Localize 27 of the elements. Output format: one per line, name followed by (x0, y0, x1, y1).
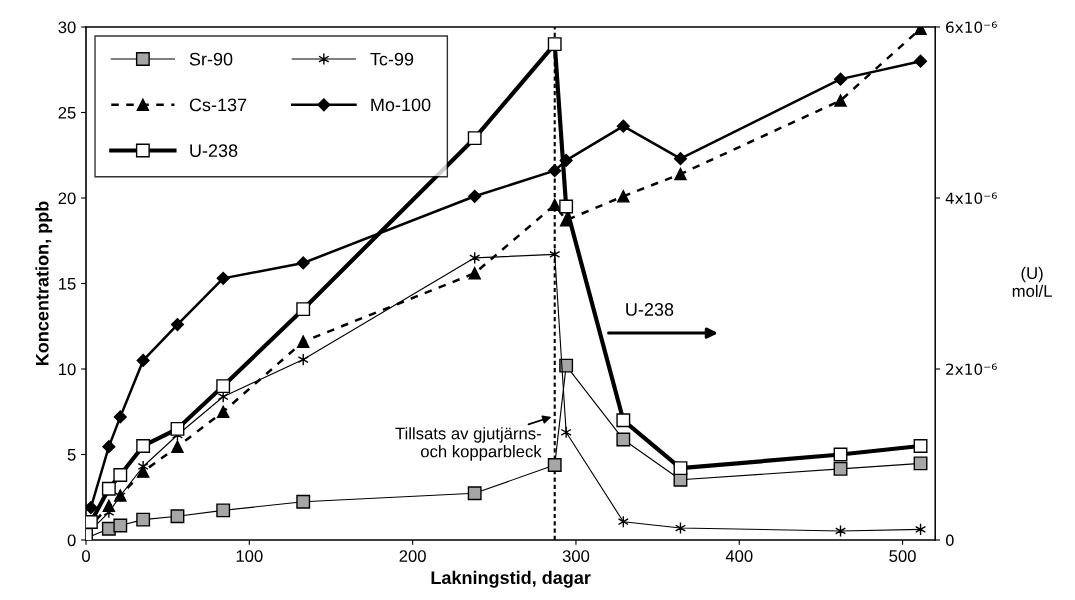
x-tick-label: 500 (889, 550, 916, 562)
annotation: U-238 (626, 303, 674, 316)
x-tick-label: 0 (82, 550, 90, 562)
legend-label: Cs-137 (189, 98, 247, 112)
legend-label: U-238 (190, 144, 238, 157)
x-axis-title: Lakningstid, dagar (431, 570, 591, 588)
y-axis-title: Koncentration, ppb (35, 201, 53, 366)
y2-tick-label: 6x10⁻⁶ (946, 21, 997, 34)
x-tick-label: 300 (562, 550, 590, 562)
legend-label: Tc-99 (370, 52, 414, 66)
y2-tick-label: 0 (945, 534, 954, 547)
x-tick-label: 400 (725, 550, 753, 562)
y-tick-label: 0 (67, 534, 76, 547)
y2-tick-label: 4x10⁻⁶ (945, 192, 997, 205)
y2-tick-label: 2x10⁻⁶ (946, 363, 997, 376)
y-tick-label: 5 (67, 449, 76, 461)
annotation: Tillsats av gjutjärns- och kopparbleck (395, 427, 542, 461)
y-tick-label: 30 (58, 21, 76, 34)
legend-label: Mo-100 (371, 98, 431, 112)
x-tick-label: 200 (399, 550, 426, 562)
x-tick-label: 100 (236, 550, 263, 562)
y-tick-label: 25 (58, 106, 76, 119)
legend-label: Sr-90 (189, 52, 233, 66)
y-tick-label: 10 (59, 363, 76, 376)
y-tick-label: 15 (59, 278, 76, 290)
y2-axis-title: (U) mol/L (1012, 266, 1052, 297)
y-tick-label: 20 (58, 192, 76, 205)
